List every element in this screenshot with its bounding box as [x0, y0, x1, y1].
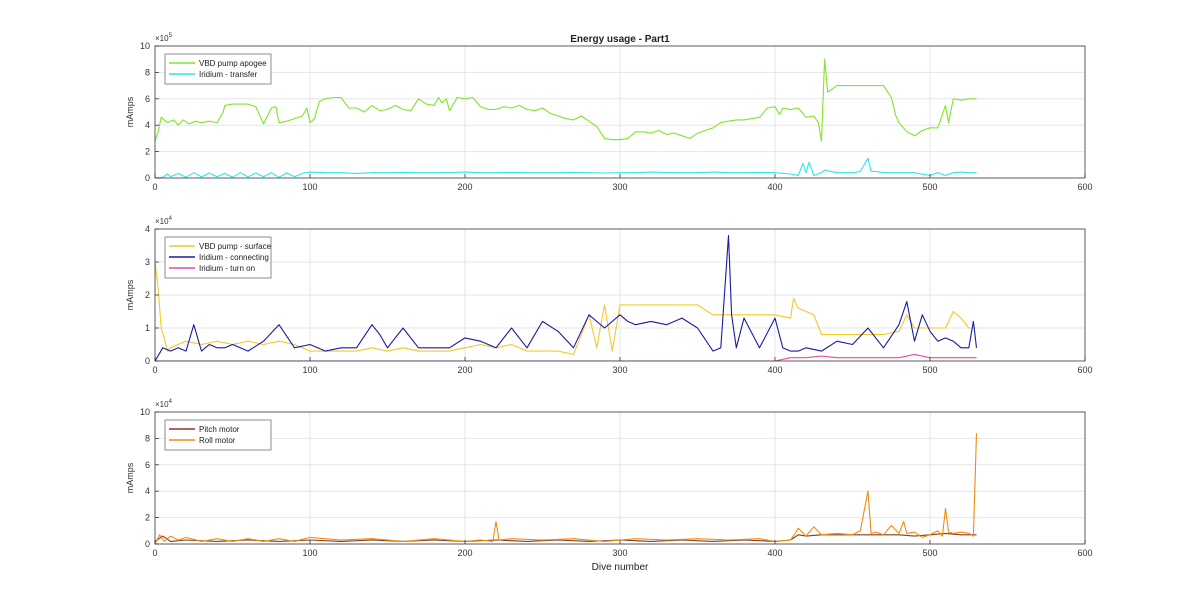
figure-title: Energy usage - Part1 [570, 34, 670, 45]
y-exponent-label: ×104 [155, 216, 173, 226]
y-tick-label: 8 [145, 67, 150, 77]
x-tick-label: 0 [152, 182, 157, 192]
legend-label-1: Pitch motor [199, 425, 240, 434]
y-tick-label: 4 [145, 224, 150, 234]
x-tick-label: 300 [612, 365, 627, 375]
x-tick-label: 500 [922, 182, 937, 192]
legend-label-1: VBD pump - surface [199, 242, 272, 251]
y-tick-label: 6 [145, 460, 150, 470]
y-tick-label: 2 [145, 290, 150, 300]
y-tick-label: 0 [145, 173, 150, 183]
x-tick-label: 300 [612, 182, 627, 192]
x-tick-label: 0 [152, 365, 157, 375]
x-tick-label: 200 [457, 365, 472, 375]
x-tick-label: 400 [767, 365, 782, 375]
subplot-1: 0 100 200 300 400 500 600 0 2 4 6 8 10 ×105 mAmps VBD p… [125, 33, 1093, 192]
x-tick-label: 100 [302, 182, 317, 192]
y-tick-label: 1 [145, 323, 150, 333]
y-tick-label: 10 [140, 407, 150, 417]
legend: Pitch motor Roll motor [164, 419, 272, 451]
series-line-2 [155, 157, 977, 178]
y-axis-label: mAmps [125, 462, 135, 493]
legend-box [164, 53, 272, 85]
legend-label-3: Iridium - turn on [199, 264, 255, 273]
legend-label-2: Iridium - transfer [199, 70, 258, 79]
y-tick-label: 6 [145, 94, 150, 104]
x-tick-label: 200 [457, 548, 472, 558]
series-line-3 [155, 353, 977, 361]
x-tick-label: 200 [457, 182, 472, 192]
legend-label-2: Iridium - connecting [199, 253, 269, 262]
y-tick-label: 0 [145, 356, 150, 366]
y-tick-label: 2 [145, 147, 150, 157]
x-tick-label: 0 [152, 548, 157, 558]
legend-box [164, 419, 272, 451]
y-tick-label: 0 [145, 539, 150, 549]
x-tick-label: 600 [1077, 182, 1092, 192]
legend: VBD pump - surface Iridium - connecting Ir… [164, 236, 272, 279]
x-tick-label: 600 [1077, 365, 1092, 375]
x-axis-label: Dive number [592, 562, 649, 573]
x-tick-label: 300 [612, 548, 627, 558]
y-tick-label: 8 [145, 433, 150, 443]
y-exponent-label: ×105 [155, 33, 173, 43]
series-line-2 [155, 433, 978, 544]
series-line-1 [155, 58, 977, 142]
y-tick-label: 3 [145, 257, 150, 267]
subplot-2: 0 100 200 300 400 500 600 0 1 2 3 4 ×104 mAmps VBD pum… [125, 216, 1093, 375]
series-line-1 [155, 261, 977, 355]
subplot-3: 0 100 200 300 400 500 600 0 2 4 6 8 10 ×104 mAmps Pitch… [125, 399, 1093, 558]
legend-label-1: VBD pump apogee [199, 59, 267, 68]
x-tick-label: 100 [302, 548, 317, 558]
y-axis-label: mAmps [125, 96, 135, 127]
y-tick-label: 4 [145, 120, 150, 130]
x-tick-label: 400 [767, 548, 782, 558]
x-tick-label: 500 [922, 365, 937, 375]
y-tick-label: 4 [145, 486, 150, 496]
y-tick-label: 10 [140, 41, 150, 51]
x-tick-label: 100 [302, 365, 317, 375]
y-tick-label: 2 [145, 513, 150, 523]
legend-label-2: Roll motor [199, 436, 236, 445]
x-tick-label: 500 [922, 548, 937, 558]
series-line-2 [155, 235, 978, 361]
legend: VBD pump apogee Iridium - transfer [164, 53, 272, 85]
y-axis-label: mAmps [125, 279, 135, 310]
x-tick-label: 400 [767, 182, 782, 192]
x-tick-label: 600 [1077, 548, 1092, 558]
y-exponent-label: ×104 [155, 399, 173, 409]
